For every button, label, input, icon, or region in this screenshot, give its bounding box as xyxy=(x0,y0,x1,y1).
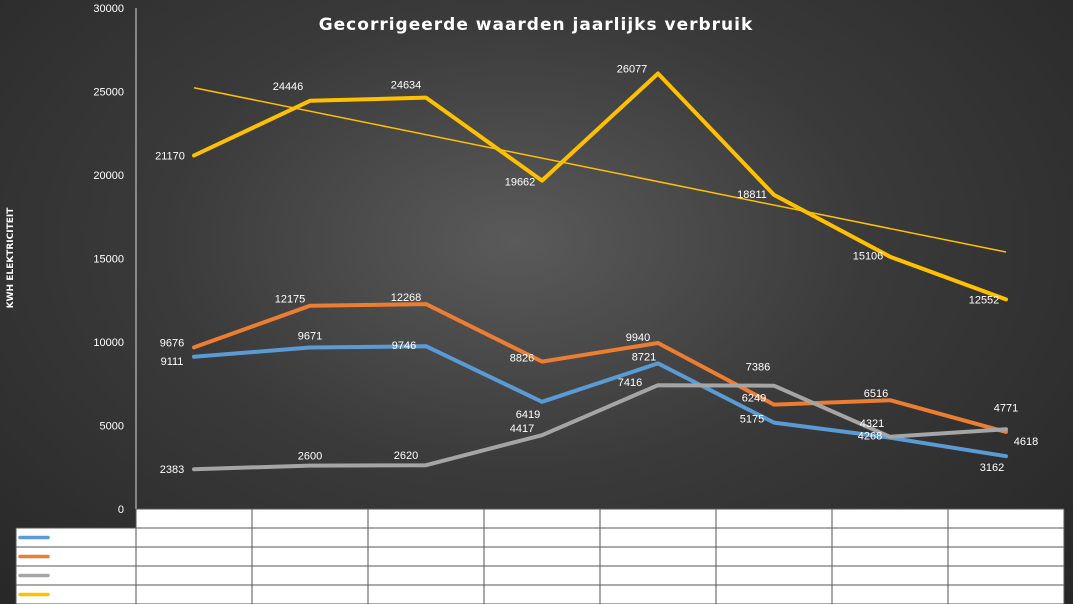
trendline xyxy=(193,86,1007,253)
data-label: 19662 xyxy=(505,177,536,189)
data-label: 6249 xyxy=(742,393,766,405)
table-cell: 3162 xyxy=(994,533,1018,545)
data-label: 12175 xyxy=(275,294,306,306)
data-label: 7386 xyxy=(746,362,770,374)
legend-label: Uitsluitend nacht xyxy=(51,571,132,583)
table-cell: 18811 xyxy=(759,590,789,602)
table-cell: 7386 xyxy=(762,571,786,583)
table-header-cell: 2016 xyxy=(994,514,1018,526)
table-header-cell: 2012 xyxy=(530,514,554,526)
data-label: 26077 xyxy=(617,64,648,76)
y-tick-label: 20000 xyxy=(93,170,124,182)
series-line-uitsluitend-nacht xyxy=(192,383,1008,472)
data-label: 4417 xyxy=(510,423,534,435)
table-header-cell: 2014 xyxy=(762,514,786,526)
table-header-cell: 2009 xyxy=(182,514,206,526)
series-line-dagtarief xyxy=(192,344,1008,459)
table-cell: 21170 xyxy=(179,590,209,602)
table-cell: 24446 xyxy=(295,590,326,602)
chart-title: Gecorrigeerde waarden jaarlijks verbruik xyxy=(319,15,754,35)
table-cell: 26077 xyxy=(643,590,674,602)
data-label: 24446 xyxy=(273,81,304,93)
series-lines xyxy=(192,71,1008,472)
data-label: 6516 xyxy=(864,388,888,400)
table-cell: 4417 xyxy=(530,571,554,583)
table-cell: 9671 xyxy=(298,533,322,545)
data-label: 5175 xyxy=(740,414,764,426)
y-tick-label: 5000 xyxy=(100,421,124,433)
y-tick-label: 10000 xyxy=(93,337,124,349)
data-label: 8721 xyxy=(632,351,656,363)
table-cell: 9111 xyxy=(183,533,206,545)
data-label: 7416 xyxy=(618,377,642,389)
y-tick-label: 0 xyxy=(118,504,124,516)
table-cell: 9940 xyxy=(646,552,670,564)
data-label: 12268 xyxy=(391,292,422,304)
legend-label: Totaal xyxy=(51,590,80,602)
data-label: 9746 xyxy=(392,340,416,352)
data-label: 4321 xyxy=(860,418,884,430)
table-header-cell: 2011 xyxy=(414,514,438,526)
table-cell: 4321 xyxy=(878,571,902,583)
table-cell: 19662 xyxy=(527,590,558,602)
table-cell: 4268 xyxy=(878,533,902,545)
table-header-cell: 2013 xyxy=(646,514,670,526)
legend-label: Dagtarief xyxy=(51,533,97,545)
data-label: 2620 xyxy=(394,450,418,462)
series-line-nachttarief xyxy=(192,302,1008,434)
y-tick-label: 25000 xyxy=(93,87,124,99)
table-cell: 5175 xyxy=(762,533,786,545)
data-label: 9940 xyxy=(626,332,650,344)
legend-label: Nachttarief xyxy=(51,552,105,564)
y-axis-label: KWH ELEKTRICITEIT xyxy=(6,207,16,309)
data-labels: 9111 9671 9746 6419 8721 5175 4268 3162 9676 1217… xyxy=(155,64,1038,477)
data-label: 12552 xyxy=(969,294,1000,306)
table-cell: 8826 xyxy=(530,552,554,564)
series-line-totaal xyxy=(192,71,1008,302)
data-label: 9676 xyxy=(160,337,184,349)
data-label: 2600 xyxy=(298,451,322,463)
data-label: 2383 xyxy=(160,464,184,476)
table-cell: 8721 xyxy=(646,533,670,545)
table-cell: 15106 xyxy=(875,590,906,602)
table-cell: 4618 xyxy=(994,552,1018,564)
table-cell: 2600 xyxy=(298,571,322,583)
data-label: 8826 xyxy=(510,353,534,365)
table-cell: 6516 xyxy=(878,552,902,564)
data-label: 9111 xyxy=(161,356,184,368)
data-label: 6419 xyxy=(516,409,540,421)
data-label: 15106 xyxy=(853,251,884,263)
data-table: 2009 2010 2011 2012 2013 2014 2015 2016 Dagtarie… xyxy=(15,508,1065,604)
table-cell: 12552 xyxy=(991,590,1022,602)
table-cell: 2620 xyxy=(414,571,438,583)
table-header-cell: 2010 xyxy=(298,514,322,526)
table-cell: 6419 xyxy=(530,533,554,545)
table-cell: 7416 xyxy=(646,571,670,583)
table-cell: 2383 xyxy=(182,571,206,583)
data-label: 4268 xyxy=(858,431,882,443)
table-cell: 12175 xyxy=(295,552,326,564)
data-label: 4771 xyxy=(994,402,1018,414)
table-cell: 6249 xyxy=(762,552,786,564)
table-cell: 9746 xyxy=(414,533,438,545)
table-cell: 4771 xyxy=(994,571,1018,583)
table-header-cell: 2015 xyxy=(878,514,902,526)
data-label: 4618 xyxy=(1014,436,1038,448)
data-label: 24634 xyxy=(391,80,422,92)
table-cell: 12268 xyxy=(411,552,442,564)
y-tick-label: 15000 xyxy=(93,254,124,266)
data-label: 21170 xyxy=(155,150,185,162)
table-cell: 24634 xyxy=(411,590,442,602)
data-label: 18811 xyxy=(737,189,767,201)
y-tick-label: 30000 xyxy=(93,3,124,15)
table-cell: 9676 xyxy=(182,552,206,564)
data-label: 9671 xyxy=(298,330,322,342)
y-axis: 0 5000 10000 15000 20000 25000 30000 xyxy=(93,3,137,516)
data-label: 3162 xyxy=(980,462,1004,474)
